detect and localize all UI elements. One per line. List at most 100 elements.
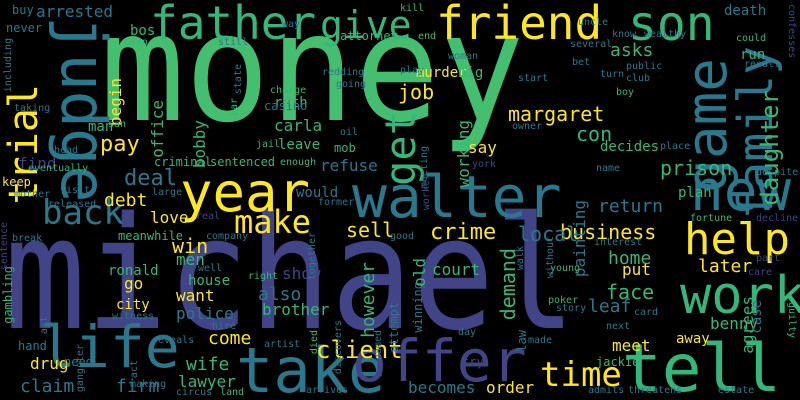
cloud-word: state [233,64,244,95]
cloud-word: mother [14,189,51,200]
cloud-word: bos [130,23,156,39]
cloud-word: died [309,330,320,355]
cloud-word: con [576,122,613,146]
cloud-word: carla [274,116,323,135]
cloud-word: get [376,110,425,186]
cloud-word: life [40,313,180,381]
cloud-word: walk [515,246,526,271]
cloud-word: casino [264,99,308,113]
cloud-word: named [373,330,384,361]
cloud-word: day [458,327,477,338]
cloud-word: winning [411,282,425,333]
cloud-word: plan [678,185,712,201]
cloud-word: fortune [690,213,733,224]
cloud-word: story [556,303,587,314]
cloud-word: san [108,119,127,130]
cloud-word: play [400,65,425,76]
cloud-word: released [48,199,97,210]
cloud-word: show [282,264,321,283]
cloud-word: would [296,185,339,201]
cloud-word: reveals [152,335,195,346]
cloud-word: large [152,187,183,198]
cloud-word: help [684,214,790,265]
cloud-word: bar [229,98,240,117]
cloud-word: find [18,154,57,173]
cloud-word: need [64,355,93,369]
cloud-word: charge [270,85,307,96]
cloud-word: enough [280,157,317,168]
cloud-word: place [660,141,691,152]
cloud-word: try [462,355,484,369]
cloud-word: firm [116,376,160,397]
cloud-word: despite [756,167,799,178]
cloud-word: poker [548,295,579,306]
cloud-word: client [316,336,403,364]
cloud-word: prison [660,156,733,180]
cloud-word: bet [572,57,591,68]
cloud-word: money [100,0,525,156]
cloud-word: margaret [508,102,605,126]
cloud-word: win [172,234,209,258]
cloud-word: made [528,335,553,346]
cloud-word: result [744,59,781,70]
cloud-word: also [258,284,302,305]
cloud-word: care [748,267,773,278]
cloud-word: criminal [154,155,212,169]
cloud-word: art [39,316,50,335]
cloud-word: time [540,355,622,395]
cloud-word: threatens [628,385,683,396]
cloud-word: put [622,260,651,279]
cloud-word: redding [322,67,365,78]
cloud-word: pay [100,132,140,157]
cloud-word: brother [262,300,330,319]
cloud-word: murder [416,65,467,81]
cloud-word: decline [756,213,799,224]
cloud-word: eventually [28,163,89,174]
cloud-word: discovers [333,320,344,375]
cloud-word: jackie [596,355,640,369]
cloud-word: back [42,193,124,233]
cloud-word: admits [588,385,625,396]
cloud-word: debt [104,190,148,211]
cloud-word: name [596,163,621,174]
cloud-word: head [54,145,79,156]
cloud-word: sell [346,218,395,242]
cloud-word: run [740,47,766,63]
cloud-word: daughter [756,90,784,206]
cloud-word: meet [612,336,651,355]
cloud-word: owner [512,121,543,132]
cloud-word: right [248,271,279,282]
cloud-word: sentence [0,222,10,271]
cloud-word: case [749,300,765,334]
cloud-word: father [150,0,317,50]
cloud-word: uncle [578,17,609,28]
cloud-word: estate [718,385,755,396]
cloud-word: including [3,38,14,93]
cloud-word: give [320,3,412,47]
cloud-word: young [550,263,581,274]
cloud-word: away [676,331,710,347]
cloud-word: leave [278,137,321,153]
cloud-word: woman [448,51,479,62]
cloud-word: keep [2,175,31,189]
cloud-word: arrested [36,2,114,21]
cloud-word: home [608,248,652,269]
cloud-word: land [220,387,245,398]
cloud-word: even [124,37,149,48]
cloud-word: michael [4,183,576,365]
cloud-word: tell [622,330,781,400]
cloud-word: part [756,253,781,264]
cloud-word: job [398,80,435,104]
cloud-word: break [12,233,43,244]
cloud-word: attorney [340,29,398,43]
cloud-word: decides [600,139,660,155]
cloud-word: death [724,3,767,19]
cloud-word: however [358,262,379,338]
cloud-word: artist [264,339,301,350]
cloud-word: card [634,307,659,318]
cloud-word: local [518,222,579,246]
cloud-word: taking [14,103,51,114]
cloud-word: real [196,211,221,222]
cloud-word: public [626,61,663,72]
